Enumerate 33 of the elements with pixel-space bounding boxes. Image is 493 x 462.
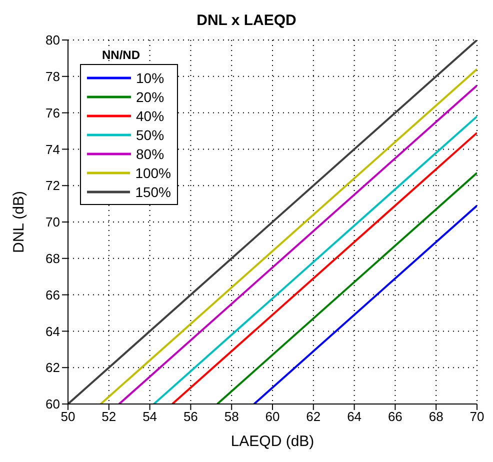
x-tick-label: 62 <box>306 409 321 424</box>
x-tick-label: 58 <box>224 409 239 424</box>
y-tick-label: 64 <box>46 324 60 339</box>
y-tick-label: 60 <box>46 396 60 412</box>
x-axis-title: LAEQD (dB) <box>230 433 314 450</box>
y-tick-label: 68 <box>46 251 60 266</box>
legend-label: 50% <box>136 126 164 142</box>
legend-label: 100% <box>135 164 171 180</box>
x-tick-label: 54 <box>142 409 158 424</box>
x-tick-label: 64 <box>347 409 362 424</box>
y-tick-label: 76 <box>46 105 60 120</box>
x-tick-label: 52 <box>102 409 116 424</box>
legend-label: 150% <box>135 184 171 200</box>
y-tick-label: 66 <box>46 287 60 302</box>
y-tick-label: 72 <box>46 178 60 194</box>
chart-title: DNL x LAEQD <box>196 12 298 29</box>
x-tick-label: 56 <box>183 409 198 424</box>
y-tick-label: 78 <box>46 69 60 84</box>
y-tick-label: 80 <box>46 32 60 48</box>
legend-title: NN/ND <box>102 48 141 62</box>
y-tick-label: 70 <box>46 214 60 230</box>
x-tick-label: 68 <box>428 409 444 424</box>
x-tick-label: 70 <box>470 409 484 424</box>
legend-label: 10% <box>136 70 164 86</box>
legend-label: 20% <box>136 88 164 104</box>
legend-label: 80% <box>136 146 164 162</box>
y-tick-label: 62 <box>46 360 60 376</box>
y-axis-title: DNL (dB) <box>10 191 28 253</box>
x-tick-label: 60 <box>265 409 280 424</box>
legend-label: 40% <box>136 108 164 124</box>
y-tick-label: 74 <box>46 142 60 157</box>
x-tick-label: 50 <box>60 409 76 424</box>
x-tick-label: 66 <box>388 409 402 424</box>
